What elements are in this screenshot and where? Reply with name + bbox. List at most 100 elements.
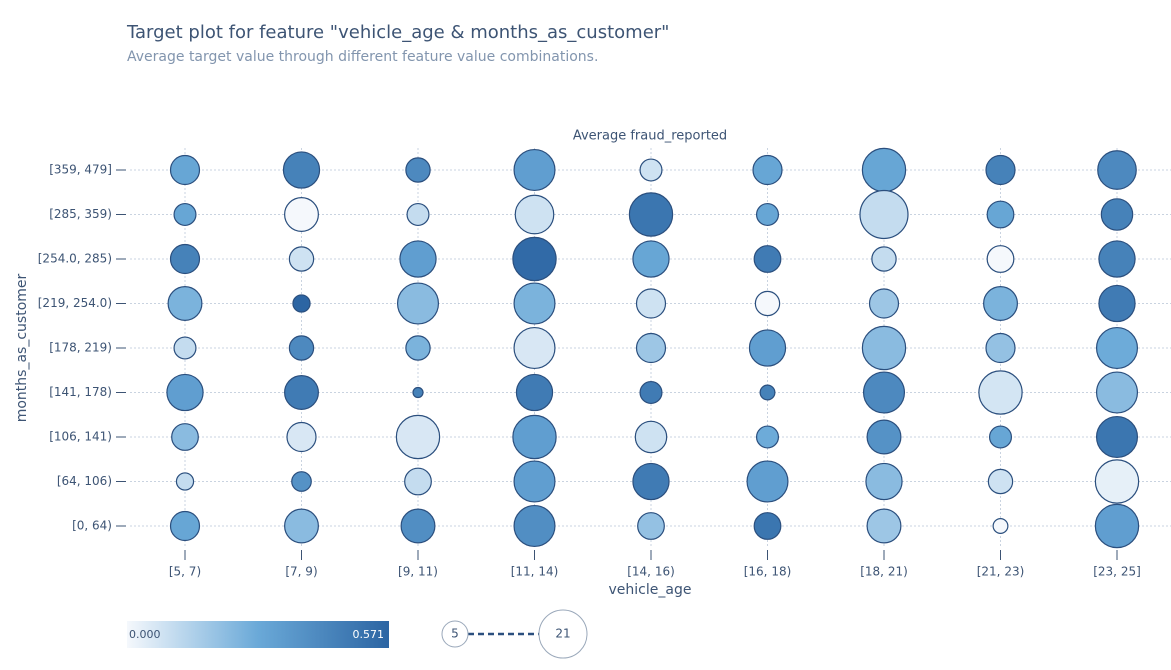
bubble	[284, 375, 319, 410]
y-axis-label: months_as_customer	[14, 273, 30, 422]
y-tick-label: [254.0, 285)	[38, 252, 112, 266]
bubble	[1097, 150, 1137, 190]
chart-subtitle: Average target value through different f…	[127, 49, 598, 65]
bubble	[861, 147, 907, 193]
x-tick-label: [14, 16)	[627, 565, 675, 579]
y-tick-label: [178, 219)	[49, 341, 112, 355]
bubble	[628, 192, 674, 237]
bubble	[412, 386, 424, 399]
bubble	[752, 154, 783, 186]
bubble	[512, 414, 557, 460]
bubble	[1094, 459, 1140, 504]
bubble	[865, 462, 903, 501]
size-legend-circle	[441, 620, 469, 648]
bubble	[635, 288, 667, 319]
bubble	[175, 472, 195, 491]
bubble	[635, 332, 667, 364]
bubble	[866, 419, 902, 455]
bubble	[988, 425, 1013, 449]
bubble	[399, 240, 437, 278]
bubble	[405, 335, 431, 361]
bubble	[514, 194, 555, 235]
bubble	[282, 151, 321, 189]
bubble	[755, 202, 780, 227]
bubble	[166, 373, 204, 412]
plot-label: Average fraud_reported	[573, 129, 727, 144]
x-tick-label: [5, 7)	[169, 565, 201, 579]
bubble	[396, 282, 440, 325]
bubble	[868, 288, 900, 319]
bubble	[637, 512, 665, 540]
bubble	[871, 246, 897, 272]
bubble	[169, 154, 201, 186]
bubble	[754, 290, 781, 317]
bubble	[284, 197, 319, 232]
bubble	[405, 157, 431, 183]
colorbar	[127, 621, 389, 648]
bubble	[284, 508, 319, 544]
x-tick-label: [23, 25]	[1093, 565, 1141, 579]
bubble	[288, 335, 315, 361]
bubble	[632, 240, 670, 278]
bubble	[861, 325, 907, 371]
bubble	[167, 286, 203, 321]
bubble	[169, 243, 201, 275]
bubble	[985, 332, 1016, 364]
bubble	[406, 202, 430, 227]
y-tick-label: [285, 359)	[49, 207, 112, 221]
bubble	[292, 294, 311, 313]
bubble	[746, 460, 789, 503]
bubble	[513, 460, 556, 503]
bubble	[983, 286, 1018, 321]
x-tick-label: [7, 9)	[285, 565, 317, 579]
bubble	[639, 158, 663, 182]
y-tick-label: [0, 64)	[72, 519, 112, 533]
bubble	[866, 508, 902, 544]
bubble	[513, 148, 556, 192]
bubble	[1095, 326, 1139, 370]
bubble	[286, 421, 317, 453]
y-tick-label: [64, 106)	[57, 474, 112, 488]
bubble	[173, 202, 197, 227]
x-tick-label: [9, 11)	[398, 565, 438, 579]
size-legend-circle	[538, 609, 588, 659]
y-tick-label: [141, 178)	[49, 385, 112, 399]
bubble	[753, 245, 782, 273]
bubble	[288, 246, 315, 272]
y-tick-label: [106, 141)	[49, 430, 112, 444]
bubble	[171, 423, 199, 451]
bubble	[513, 504, 556, 548]
bubble	[986, 245, 1015, 273]
bubble	[1095, 415, 1139, 459]
bubble	[1100, 198, 1134, 231]
bubble	[512, 236, 557, 282]
bubble	[1098, 284, 1136, 323]
bubble	[639, 380, 663, 405]
y-tick-label: [359, 479]	[49, 163, 112, 177]
x-tick-label: [16, 18)	[744, 565, 792, 579]
bubble	[755, 425, 780, 449]
x-tick-label: [18, 21)	[860, 565, 908, 579]
bubble	[992, 518, 1009, 534]
bubble	[632, 462, 670, 501]
bubble	[987, 468, 1014, 495]
bubble	[759, 384, 776, 401]
colorbar-label: 0.571	[353, 628, 385, 641]
x-axis-label: vehicle_age	[609, 582, 692, 598]
bubble	[169, 510, 201, 542]
bubble	[1098, 240, 1136, 278]
bubble	[634, 420, 668, 454]
bubble	[1095, 371, 1139, 414]
colorbar-label: 0.000	[129, 628, 161, 641]
bubble	[513, 282, 556, 325]
bubble	[291, 471, 312, 492]
y-tick-label: [219, 254.0)	[38, 296, 112, 310]
size-legend-label: 21	[555, 627, 570, 641]
bubble	[753, 512, 782, 540]
chart-title: Target plot for feature "vehicle_age & m…	[126, 22, 669, 43]
bubble	[985, 154, 1016, 186]
bubble	[986, 200, 1015, 229]
bubble	[513, 326, 556, 370]
bubble	[515, 373, 554, 412]
